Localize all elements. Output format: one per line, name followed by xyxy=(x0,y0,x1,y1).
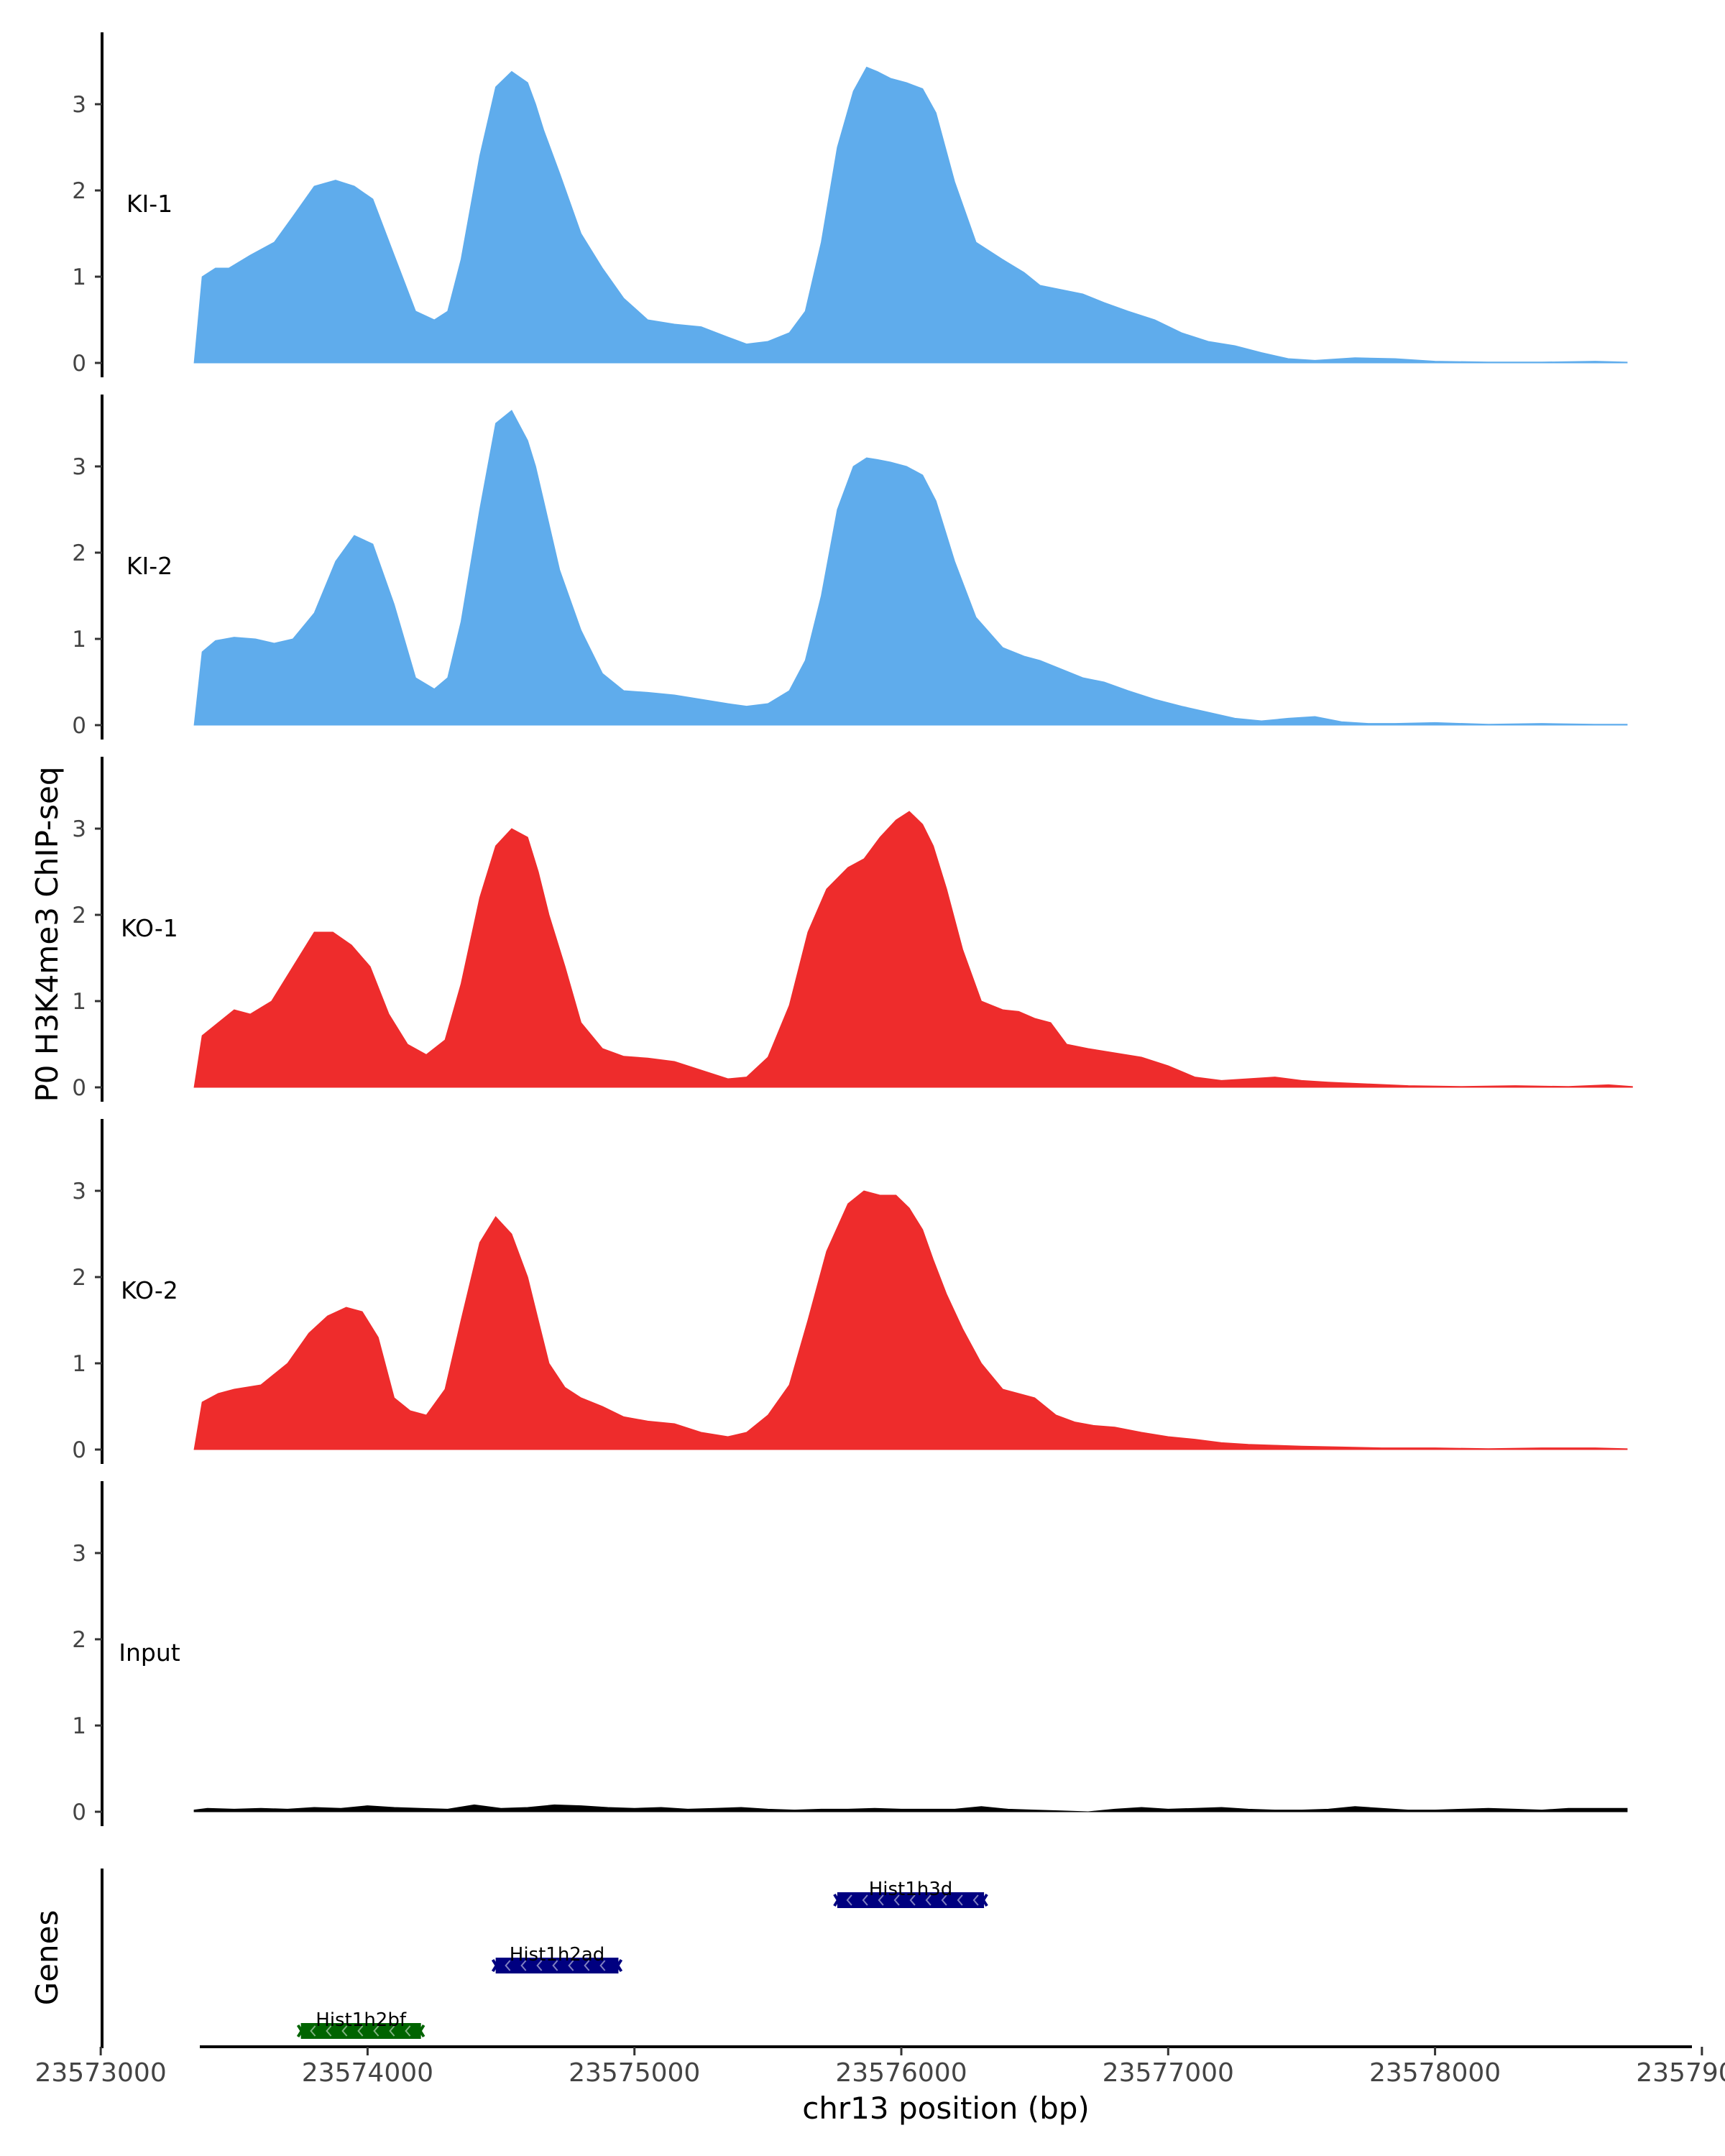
strand-chevron xyxy=(568,1960,574,1971)
strand-chevron xyxy=(520,1960,527,1971)
gene-hist1h2bf: Hist1h2bf xyxy=(296,2009,426,2039)
strand-chevron xyxy=(941,1894,947,1906)
gene-label-hist1h2ad: Hist1h2ad xyxy=(510,1944,605,1966)
strand-chevron xyxy=(878,1894,884,1906)
track-label-ki-1: KI-1 xyxy=(126,190,172,218)
y-tick-label: 1 xyxy=(72,1713,86,1739)
gene-end-marker xyxy=(415,2024,426,2038)
strand-chevron xyxy=(536,1960,543,1971)
y-tick-label: 1 xyxy=(72,627,86,653)
y-tick-label: 3 xyxy=(72,816,86,842)
y-tick-label: 3 xyxy=(72,1541,86,1567)
track-label-ko-1: KO-1 xyxy=(121,914,178,942)
y-tick-label: 0 xyxy=(72,713,86,739)
strand-chevron xyxy=(893,1894,900,1906)
gene-label-hist1h3d: Hist1h3d xyxy=(869,1879,953,1900)
y-tick-label: 3 xyxy=(72,1179,86,1204)
signal-area-input xyxy=(193,1804,1628,1812)
strand-chevron xyxy=(925,1894,932,1906)
track-label-ko-2: KO-2 xyxy=(121,1276,178,1304)
strand-chevron xyxy=(341,2025,348,2037)
strand-chevron xyxy=(405,2025,411,2037)
y-tick-label: 3 xyxy=(72,454,86,480)
strand-chevron xyxy=(599,1960,606,1971)
gene-end-marker xyxy=(978,1893,988,1907)
strand-chevron xyxy=(389,2025,395,2037)
y-axis-title: P0 H3K4me3 ChIP-seq xyxy=(29,766,65,1102)
gene-start-marker xyxy=(296,2024,307,2038)
strand-chevron xyxy=(972,1894,979,1906)
signal-area-ki-2 xyxy=(193,410,1628,726)
gene-hist1h2ad: Hist1h2ad xyxy=(491,1944,623,1973)
strand-chevron xyxy=(326,2025,332,2037)
track-label-ki-2: KI-2 xyxy=(126,552,172,580)
track-label-input: Input xyxy=(119,1639,180,1667)
y-tick-label: 0 xyxy=(72,1437,86,1463)
track-panel-input: 0 1 2 3 Input xyxy=(72,1481,1628,1826)
x-axis-title: chr13 position (bp) xyxy=(802,2091,1090,2126)
y-tick-label: 2 xyxy=(72,1265,86,1291)
strand-chevron xyxy=(505,1960,511,1971)
y-tick-label: 0 xyxy=(72,1075,86,1101)
y-tick-label: 1 xyxy=(72,264,86,290)
y-tick-label: 0 xyxy=(72,351,86,377)
strand-chevron xyxy=(373,2025,380,2037)
x-tick-label: 23576000 xyxy=(835,2058,967,2088)
x-tick-label: 23574000 xyxy=(302,2058,433,2088)
x-tick-label: 23579000 xyxy=(1636,2058,1725,2088)
x-tick-label: 23578000 xyxy=(1369,2058,1501,2088)
gene-start-marker xyxy=(491,1958,502,1973)
x-tick-label: 23577000 xyxy=(1103,2058,1234,2088)
y-tick-label: 3 xyxy=(72,92,86,118)
strand-chevron xyxy=(357,2025,364,2037)
signal-area-ko-2 xyxy=(193,1190,1628,1450)
y-tick-label: 0 xyxy=(72,1800,86,1825)
strand-chevron xyxy=(862,1894,868,1906)
track-panel-ki-1: 0 1 2 3 KI-1 xyxy=(72,32,1628,377)
y-tick-label: 2 xyxy=(72,1627,86,1653)
y-tick-label: 1 xyxy=(72,989,86,1015)
strand-chevron xyxy=(552,1960,558,1971)
gene-hist1h3d: Hist1h3d xyxy=(833,1879,988,1908)
gene-start-marker xyxy=(833,1893,843,1907)
y-tick-label: 1 xyxy=(72,1351,86,1377)
strand-chevron xyxy=(957,1894,963,1906)
track-panel-ko-1: 0 1 2 3 KO-1 xyxy=(72,757,1633,1102)
gene-end-marker xyxy=(612,1958,623,1973)
signal-area-ko-1 xyxy=(193,811,1633,1088)
signal-area-ki-1 xyxy=(193,66,1628,364)
y-tick-label: 2 xyxy=(72,178,86,204)
strand-chevron xyxy=(909,1894,916,1906)
genes-panel: Hist1h3d Hist1h2ad Hist1h2bf xyxy=(101,1869,988,2048)
y-tick-label: 2 xyxy=(72,903,86,929)
y-tick-label: 2 xyxy=(72,540,86,566)
gene-label-hist1h2bf: Hist1h2bf xyxy=(316,2009,407,2031)
strand-chevron xyxy=(584,1960,590,1971)
x-tick-label: 23575000 xyxy=(569,2058,700,2088)
x-axis: 23573000 23574000 23575000 23576000 23577000… xyxy=(35,2045,1725,2088)
track-panel-ki-2: 0 1 2 3 KI-2 xyxy=(72,395,1628,740)
x-tick-label: 23573000 xyxy=(35,2058,167,2088)
strand-chevron xyxy=(310,2025,316,2037)
track-panel-ko-2: 0 1 2 3 KO-2 xyxy=(72,1119,1628,1464)
strand-chevron xyxy=(846,1894,852,1906)
genes-axis-title: Genes xyxy=(29,1910,65,2006)
